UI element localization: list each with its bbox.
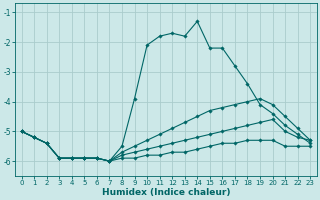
X-axis label: Humidex (Indice chaleur): Humidex (Indice chaleur): [102, 188, 230, 197]
